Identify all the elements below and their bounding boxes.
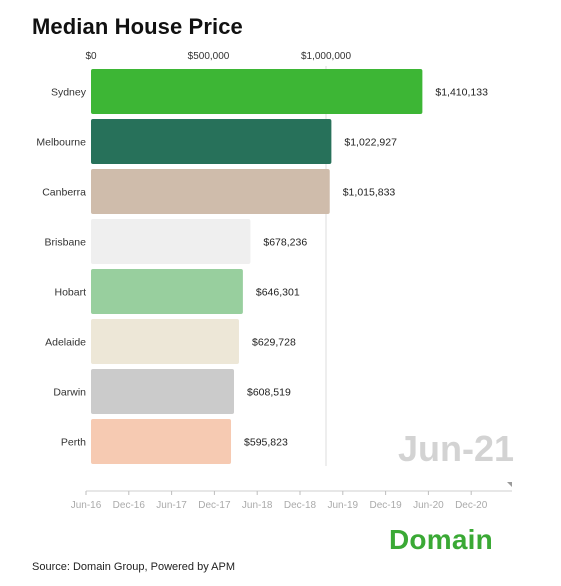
- category-label: Brisbane: [45, 237, 87, 249]
- category-label: Hobart: [54, 287, 86, 299]
- timeline-end-marker: [507, 482, 512, 487]
- timeline-label: Jun-18: [242, 500, 273, 511]
- category-label: Canberra: [42, 187, 86, 199]
- category-label: Perth: [61, 437, 86, 449]
- x-tick-label: $1,000,000: [301, 51, 351, 62]
- timeline-label: Dec-18: [284, 500, 317, 511]
- value-label: $1,410,133: [435, 87, 488, 99]
- x-tick-label: $0: [85, 51, 97, 62]
- category-label: Melbourne: [36, 137, 86, 149]
- value-label: $1,015,833: [343, 187, 396, 199]
- timeline-label: Dec-19: [369, 500, 402, 511]
- value-label: $629,728: [252, 337, 296, 349]
- timeline-label: Jun-20: [413, 500, 444, 511]
- value-label: $608,519: [247, 387, 291, 399]
- timeline-label: Jun-19: [328, 500, 359, 511]
- chart-title: Median House Price: [32, 14, 243, 39]
- timeline-label: Jun-16: [71, 500, 102, 511]
- value-label: $678,236: [263, 237, 307, 249]
- bar: [91, 269, 243, 314]
- timeline-label: Jun-17: [156, 500, 187, 511]
- timeline-label: Dec-17: [198, 500, 231, 511]
- category-label: Darwin: [53, 387, 86, 399]
- bar: [91, 419, 232, 464]
- value-label: $595,823: [244, 437, 288, 449]
- current-period-watermark: Jun-21: [397, 428, 514, 469]
- bar: [91, 219, 251, 264]
- bar: [91, 319, 239, 364]
- category-label: Adelaide: [45, 337, 86, 349]
- source-note: Source: Domain Group, Powered by APM: [32, 561, 235, 573]
- domain-logo: Domain: [389, 524, 493, 555]
- timeline-label: Dec-16: [113, 500, 146, 511]
- x-tick-label: $500,000: [188, 51, 230, 62]
- category-label: Sydney: [51, 87, 87, 99]
- bar: [91, 369, 235, 414]
- bar: [91, 169, 330, 214]
- timeline-label: Dec-20: [455, 500, 488, 511]
- bar: [91, 69, 423, 114]
- value-label: $646,301: [256, 287, 300, 299]
- value-label: $1,022,927: [344, 137, 397, 149]
- bar: [91, 119, 332, 164]
